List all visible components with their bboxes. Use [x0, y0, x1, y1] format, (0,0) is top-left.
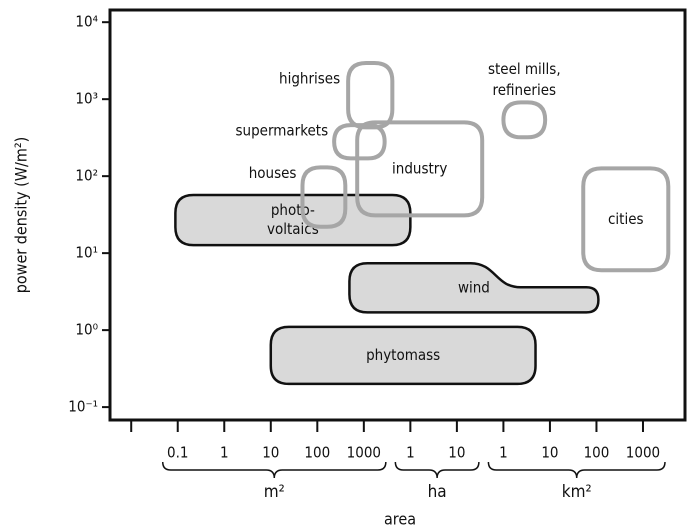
x-axis-label: area: [384, 510, 416, 529]
x-tick-label: 1: [220, 444, 229, 462]
region-label: refineries: [493, 81, 557, 99]
group-label: ha: [428, 482, 447, 502]
region: [581, 166, 671, 273]
x-tick-label: 0.1: [167, 444, 188, 462]
group-label: m²: [264, 482, 285, 502]
y-tick-label: 10⁻¹: [68, 398, 98, 416]
region: [269, 325, 537, 386]
region: [300, 165, 348, 229]
region: [348, 261, 600, 314]
y-tick-label: 10³: [75, 90, 98, 108]
axis-brace: [487, 461, 666, 479]
region-label: steel mills,: [488, 60, 561, 78]
region-label: phytomass: [366, 346, 440, 364]
region-label: houses: [249, 164, 297, 182]
plot-frame: [108, 8, 687, 422]
region: [346, 61, 395, 130]
x-tick-label: 1000: [626, 444, 660, 462]
region-label: supermarkets: [236, 122, 329, 140]
region: [355, 120, 485, 218]
region-label: industry: [392, 159, 447, 177]
y-tick-label: 10⁰: [75, 321, 98, 339]
x-tick-label: 10: [262, 444, 279, 462]
x-tick-label: 1: [499, 444, 508, 462]
x-tick-label: 10: [448, 444, 465, 462]
region-label: photo-: [271, 201, 315, 219]
x-tick-label: 100: [584, 444, 610, 462]
x-tick-label: 1: [406, 444, 415, 462]
x-tick-label: 10: [541, 444, 558, 462]
region-label: voltaics: [267, 220, 319, 238]
y-axis-label: power density (W/m²): [12, 137, 31, 294]
region-label: wind: [458, 278, 490, 296]
region: [501, 100, 548, 140]
axis-brace: [394, 461, 480, 479]
region-label: highrises: [279, 70, 340, 88]
region: [332, 123, 387, 161]
y-tick-label: 10²: [75, 167, 98, 185]
region: [174, 193, 412, 247]
y-tick-label: 10¹: [75, 244, 98, 262]
region-label: cities: [608, 210, 644, 228]
y-tick-label: 10⁴: [75, 13, 98, 31]
axis-brace: [161, 461, 387, 479]
x-tick-label: 1000: [347, 444, 381, 462]
x-tick-label: 100: [304, 444, 330, 462]
group-label: km²: [562, 482, 592, 502]
